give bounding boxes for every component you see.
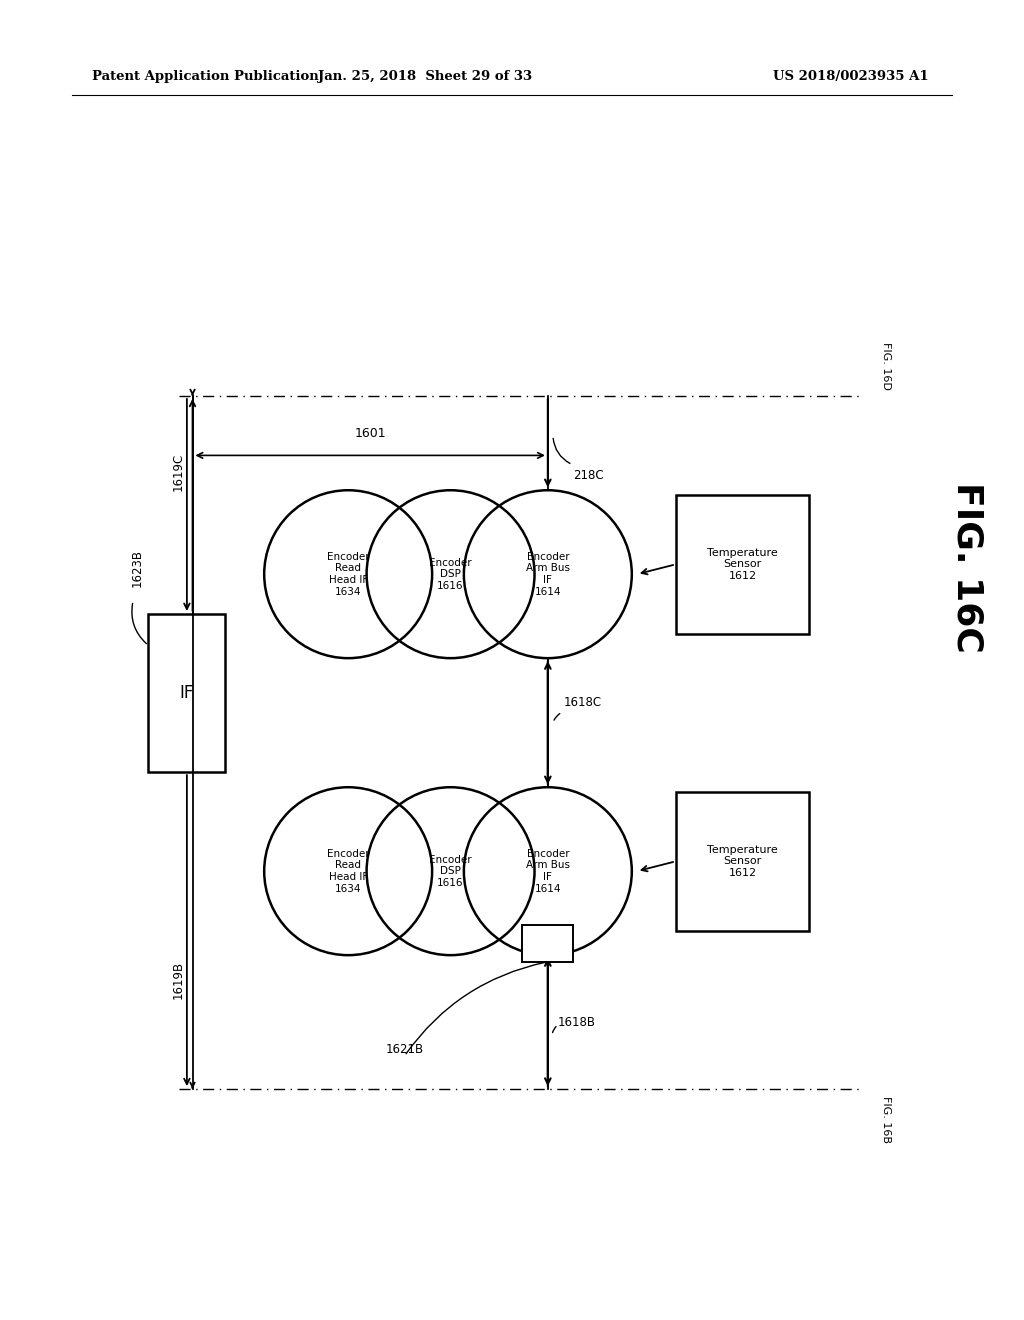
Text: 1618C: 1618C [563,697,601,710]
Text: Encoder
DSP
1616: Encoder DSP 1616 [429,854,472,888]
Text: IF: IF [179,684,195,702]
Text: Patent Application Publication: Patent Application Publication [92,70,318,83]
Text: FIG. 16D: FIG. 16D [881,342,891,389]
Bar [676,792,809,931]
Text: 1618B: 1618B [558,1015,596,1028]
Text: Jan. 25, 2018  Sheet 29 of 33: Jan. 25, 2018 Sheet 29 of 33 [317,70,532,83]
Text: Encoder
Read
Head IF
1634: Encoder Read Head IF 1634 [327,552,370,597]
Text: US 2018/0023935 A1: US 2018/0023935 A1 [773,70,929,83]
Text: 1601: 1601 [354,426,386,440]
Text: Encoder
Arm Bus
IF
1614: Encoder Arm Bus IF 1614 [526,849,569,894]
Bar [148,614,225,772]
Text: Encoder
DSP
1616: Encoder DSP 1616 [429,557,472,591]
Text: 1621B: 1621B [385,1043,424,1056]
Text: Encoder
Read
Head IF
1634: Encoder Read Head IF 1634 [327,849,370,894]
Text: 218C: 218C [573,469,604,482]
Text: Encoder
Arm Bus
IF
1614: Encoder Arm Bus IF 1614 [526,552,569,597]
Text: 1619B: 1619B [171,961,184,999]
Bar [676,495,809,634]
Text: Temperature
Sensor
1612: Temperature Sensor 1612 [707,845,778,878]
Text: 1619C: 1619C [171,453,184,491]
Bar [522,925,573,962]
Text: Temperature
Sensor
1612: Temperature Sensor 1612 [707,548,778,581]
Text: FIG. 16C: FIG. 16C [950,482,985,653]
Text: FIG. 16B: FIG. 16B [881,1096,891,1143]
Text: 1623B: 1623B [130,549,143,587]
